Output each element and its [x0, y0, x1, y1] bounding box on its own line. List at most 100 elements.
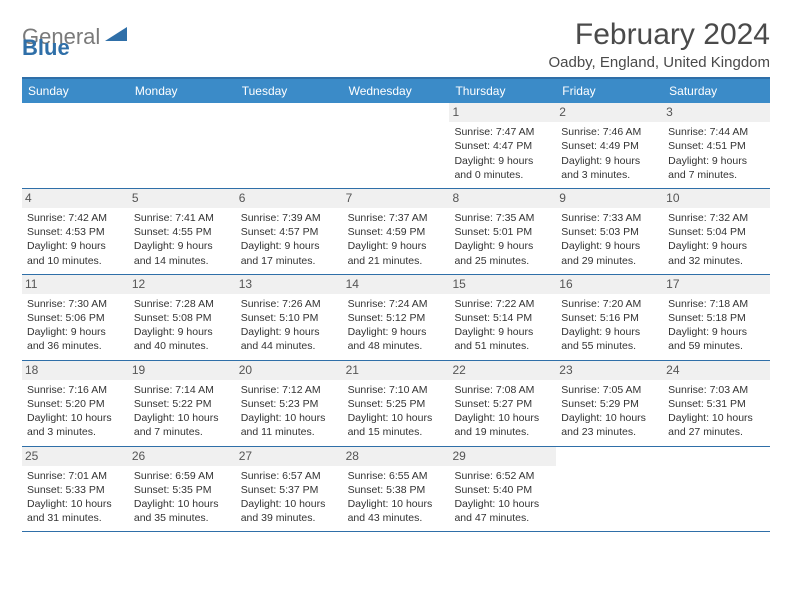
sunset-text: Sunset: 4:55 PM: [134, 225, 231, 239]
sunrise-text: Sunrise: 7:30 AM: [27, 297, 124, 311]
day-header: Monday: [129, 79, 236, 103]
day-number: 8: [449, 189, 556, 208]
sunset-text: Sunset: 5:03 PM: [561, 225, 658, 239]
logo: General Blue: [22, 18, 127, 50]
day-cell: 22Sunrise: 7:08 AMSunset: 5:27 PMDayligh…: [449, 361, 556, 446]
day-cell: 16Sunrise: 7:20 AMSunset: 5:16 PMDayligh…: [556, 275, 663, 360]
day-cell: 11Sunrise: 7:30 AMSunset: 5:06 PMDayligh…: [22, 275, 129, 360]
daylight-text: Daylight: 10 hours and 47 minutes.: [454, 497, 551, 525]
day-cell: 26Sunrise: 6:59 AMSunset: 5:35 PMDayligh…: [129, 447, 236, 532]
sunset-text: Sunset: 5:16 PM: [561, 311, 658, 325]
calendar: Sunday Monday Tuesday Wednesday Thursday…: [22, 77, 770, 532]
day-cell: 25Sunrise: 7:01 AMSunset: 5:33 PMDayligh…: [22, 447, 129, 532]
day-cell: 8Sunrise: 7:35 AMSunset: 5:01 PMDaylight…: [449, 189, 556, 274]
sunset-text: Sunset: 4:49 PM: [561, 139, 658, 153]
week-row: 18Sunrise: 7:16 AMSunset: 5:20 PMDayligh…: [22, 361, 770, 447]
sunrise-text: Sunrise: 7:44 AM: [668, 125, 765, 139]
daylight-text: Daylight: 9 hours and 21 minutes.: [348, 239, 445, 267]
sunrise-text: Sunrise: 7:20 AM: [561, 297, 658, 311]
daylight-text: Daylight: 10 hours and 43 minutes.: [348, 497, 445, 525]
location-text: Oadby, England, United Kingdom: [548, 54, 770, 71]
sunset-text: Sunset: 5:35 PM: [134, 483, 231, 497]
daylight-text: Daylight: 9 hours and 29 minutes.: [561, 239, 658, 267]
day-number: [343, 103, 450, 106]
sunset-text: Sunset: 5:12 PM: [348, 311, 445, 325]
day-header: Friday: [556, 79, 663, 103]
logo-text-blue: Blue: [22, 35, 70, 60]
day-cell: [236, 103, 343, 188]
day-number: 18: [22, 361, 129, 380]
daylight-text: Daylight: 10 hours and 7 minutes.: [134, 411, 231, 439]
day-number: 1: [449, 103, 556, 122]
sunrise-text: Sunrise: 7:14 AM: [134, 383, 231, 397]
day-number: 29: [449, 447, 556, 466]
daylight-text: Daylight: 9 hours and 17 minutes.: [241, 239, 338, 267]
daylight-text: Daylight: 10 hours and 39 minutes.: [241, 497, 338, 525]
sunrise-text: Sunrise: 6:59 AM: [134, 469, 231, 483]
day-number: 25: [22, 447, 129, 466]
day-number: [129, 103, 236, 106]
day-cell: 24Sunrise: 7:03 AMSunset: 5:31 PMDayligh…: [663, 361, 770, 446]
day-number: 6: [236, 189, 343, 208]
day-cell: 27Sunrise: 6:57 AMSunset: 5:37 PMDayligh…: [236, 447, 343, 532]
daylight-text: Daylight: 9 hours and 3 minutes.: [561, 154, 658, 182]
daylight-text: Daylight: 9 hours and 25 minutes.: [454, 239, 551, 267]
day-header: Thursday: [449, 79, 556, 103]
day-header: Wednesday: [343, 79, 450, 103]
daylight-text: Daylight: 9 hours and 7 minutes.: [668, 154, 765, 182]
sunrise-text: Sunrise: 7:26 AM: [241, 297, 338, 311]
day-cell: 23Sunrise: 7:05 AMSunset: 5:29 PMDayligh…: [556, 361, 663, 446]
sunrise-text: Sunrise: 7:35 AM: [454, 211, 551, 225]
daylight-text: Daylight: 9 hours and 32 minutes.: [668, 239, 765, 267]
day-cell: 1Sunrise: 7:47 AMSunset: 4:47 PMDaylight…: [449, 103, 556, 188]
sunset-text: Sunset: 5:06 PM: [27, 311, 124, 325]
week-row: 1Sunrise: 7:47 AMSunset: 4:47 PMDaylight…: [22, 103, 770, 189]
sunset-text: Sunset: 5:40 PM: [454, 483, 551, 497]
day-number: 16: [556, 275, 663, 294]
day-number: 23: [556, 361, 663, 380]
day-number: 20: [236, 361, 343, 380]
sunset-text: Sunset: 5:25 PM: [348, 397, 445, 411]
day-cell: 6Sunrise: 7:39 AMSunset: 4:57 PMDaylight…: [236, 189, 343, 274]
sunset-text: Sunset: 5:33 PM: [27, 483, 124, 497]
day-number: 24: [663, 361, 770, 380]
sunrise-text: Sunrise: 7:39 AM: [241, 211, 338, 225]
daylight-text: Daylight: 10 hours and 31 minutes.: [27, 497, 124, 525]
daylight-text: Daylight: 10 hours and 15 minutes.: [348, 411, 445, 439]
sunset-text: Sunset: 5:22 PM: [134, 397, 231, 411]
sunset-text: Sunset: 5:23 PM: [241, 397, 338, 411]
day-number: 22: [449, 361, 556, 380]
daylight-text: Daylight: 9 hours and 40 minutes.: [134, 325, 231, 353]
day-cell: 7Sunrise: 7:37 AMSunset: 4:59 PMDaylight…: [343, 189, 450, 274]
sunset-text: Sunset: 5:04 PM: [668, 225, 765, 239]
sunrise-text: Sunrise: 7:18 AM: [668, 297, 765, 311]
daylight-text: Daylight: 9 hours and 44 minutes.: [241, 325, 338, 353]
daylight-text: Daylight: 10 hours and 3 minutes.: [27, 411, 124, 439]
day-cell: 17Sunrise: 7:18 AMSunset: 5:18 PMDayligh…: [663, 275, 770, 360]
day-cell: 15Sunrise: 7:22 AMSunset: 5:14 PMDayligh…: [449, 275, 556, 360]
day-cell: 3Sunrise: 7:44 AMSunset: 4:51 PMDaylight…: [663, 103, 770, 188]
sunrise-text: Sunrise: 7:08 AM: [454, 383, 551, 397]
sunset-text: Sunset: 4:59 PM: [348, 225, 445, 239]
title-block: February 2024 Oadby, England, United Kin…: [548, 18, 770, 71]
sunrise-text: Sunrise: 7:33 AM: [561, 211, 658, 225]
sunrise-text: Sunrise: 7:10 AM: [348, 383, 445, 397]
sunrise-text: Sunrise: 7:12 AM: [241, 383, 338, 397]
sunset-text: Sunset: 5:14 PM: [454, 311, 551, 325]
daylight-text: Daylight: 9 hours and 14 minutes.: [134, 239, 231, 267]
day-number: 28: [343, 447, 450, 466]
sunrise-text: Sunrise: 7:24 AM: [348, 297, 445, 311]
daylight-text: Daylight: 9 hours and 10 minutes.: [27, 239, 124, 267]
day-number: 4: [22, 189, 129, 208]
sunrise-text: Sunrise: 7:42 AM: [27, 211, 124, 225]
day-cell: [663, 447, 770, 532]
day-number: 11: [22, 275, 129, 294]
sunrise-text: Sunrise: 7:37 AM: [348, 211, 445, 225]
day-number: 10: [663, 189, 770, 208]
sunrise-text: Sunrise: 7:22 AM: [454, 297, 551, 311]
week-row: 25Sunrise: 7:01 AMSunset: 5:33 PMDayligh…: [22, 447, 770, 533]
day-number: [22, 103, 129, 106]
sunset-text: Sunset: 5:31 PM: [668, 397, 765, 411]
day-cell: [556, 447, 663, 532]
daylight-text: Daylight: 9 hours and 0 minutes.: [454, 154, 551, 182]
